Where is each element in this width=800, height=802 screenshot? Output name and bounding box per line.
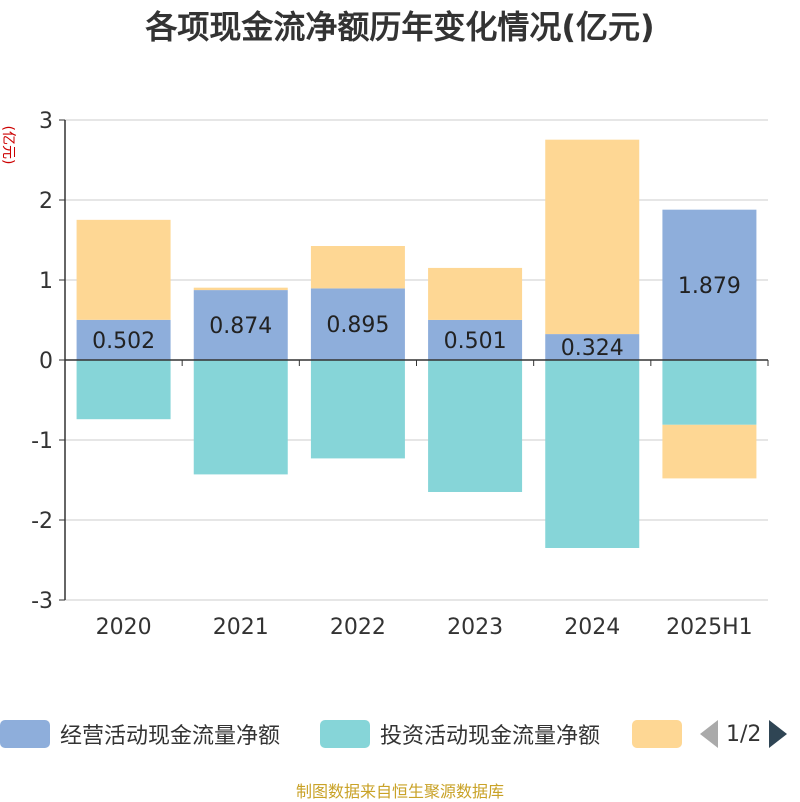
bars — [76, 139, 757, 548]
data-label-2022: 0.895 — [326, 313, 389, 338]
data-labels: 0.502 0.874 0.895 0.501 0.324 1.879 — [92, 274, 741, 361]
bar-investing-2021[interactable] — [193, 360, 288, 475]
legend-label-operating: 经营活动现金流量净额 — [60, 724, 281, 749]
x-tick-label-2025H1: 2025H1 — [666, 615, 753, 640]
y-tick-label: -3 — [31, 589, 53, 614]
bar-operating-2022[interactable] — [310, 288, 405, 360]
y-tick-label: 0 — [39, 349, 53, 374]
legend-item-operating[interactable]: 经营活动现金流量净额 — [0, 716, 280, 752]
x-tick-label-2024: 2024 — [564, 615, 620, 640]
bar-third-2022[interactable] — [310, 246, 405, 289]
legend-label-investing: 投资活动现金流量净额 — [380, 724, 601, 749]
data-label-2024: 0.324 — [561, 336, 624, 361]
chart-title: 各项现金流净额历年变化情况(亿元) — [145, 8, 654, 46]
y-axis-unit: (亿元) — [0, 126, 16, 165]
bar-investing-2023[interactable] — [428, 360, 523, 492]
bar-third-2023[interactable] — [428, 267, 523, 320]
bar-operating-2023[interactable] — [428, 319, 523, 360]
bar-third-2025H1[interactable] — [662, 424, 757, 479]
bar-third-2024[interactable] — [545, 139, 640, 335]
bar-operating-2024[interactable] — [545, 334, 640, 360]
y-tick-label: -1 — [31, 429, 53, 454]
data-label-2025H1: 1.879 — [678, 274, 741, 299]
pager-next-icon[interactable] — [769, 720, 788, 748]
pager-indicator: 1/2 — [726, 721, 762, 747]
data-label-2023: 0.501 — [444, 329, 507, 354]
data-label-2021: 0.874 — [209, 314, 272, 339]
bar-operating-2020[interactable] — [76, 319, 171, 360]
y-tick-label: 3 — [39, 109, 53, 134]
x-tick-label-2023: 2023 — [447, 615, 503, 640]
source-note: 制图数据来自恒生聚源数据库 — [295, 782, 504, 801]
y-tick-label: -2 — [31, 509, 53, 534]
legend-item-investing[interactable]: 投资活动现金流量净额 — [320, 716, 600, 752]
bar-operating-2025H1[interactable] — [662, 209, 757, 360]
legend-item-third[interactable] — [632, 716, 682, 752]
bar-operating-2021[interactable] — [193, 290, 288, 360]
axes: -3 -2 -1 0 1 2 3 2020 2021 2022 2023 2024 2025H1 — [31, 109, 769, 640]
x-tick-label-2022: 2022 — [330, 615, 386, 640]
data-label-2020: 0.502 — [92, 329, 155, 354]
bar-investing-2024[interactable] — [545, 360, 640, 548]
legend-swatch-operating — [0, 720, 50, 748]
bar-investing-2022[interactable] — [310, 360, 405, 459]
legend-pager: 1/2 — [700, 716, 788, 752]
y-tick-label: 1 — [39, 269, 53, 294]
legend-swatch-third — [632, 720, 682, 748]
bar-third-2021[interactable] — [193, 287, 288, 291]
bar-investing-2025H1[interactable] — [662, 360, 757, 425]
bar-third-2020[interactable] — [76, 219, 171, 320]
pager-prev-icon[interactable] — [700, 720, 718, 748]
legend: 经营活动现金流量净额 投资活动现金流量净额 1/2 — [0, 716, 800, 752]
x-tick-label-2021: 2021 — [213, 615, 269, 640]
x-tick-label-2020: 2020 — [96, 615, 152, 640]
y-tick-label: 2 — [39, 189, 53, 214]
legend-swatch-investing — [320, 720, 370, 748]
bar-investing-2020[interactable] — [76, 360, 171, 420]
